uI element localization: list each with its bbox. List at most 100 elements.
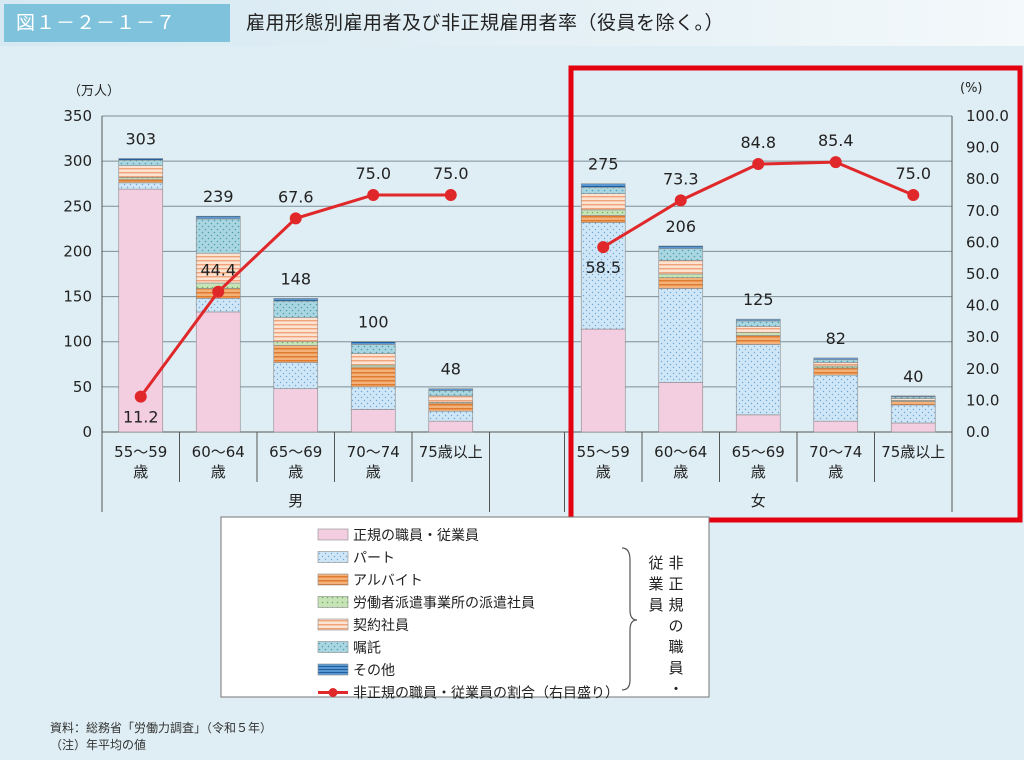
bar-total-label: 82	[826, 329, 846, 348]
bar-total-label: 206	[665, 217, 696, 236]
ratio-label: 11.2	[123, 408, 159, 427]
bar-segment-keiyaku	[350, 353, 396, 366]
y-tick-right: 30.0	[966, 328, 999, 346]
ratio-point	[597, 241, 610, 254]
legend-swatch-part	[317, 551, 349, 563]
bracket-label-char: 正	[668, 575, 683, 593]
bar-total-label: 100	[358, 313, 389, 332]
y-tick-left: 300	[63, 152, 92, 170]
ratio-point	[212, 285, 225, 298]
group-label: 男	[288, 492, 303, 510]
bar-segment-other	[428, 388, 474, 391]
category-label: 55～59	[114, 443, 167, 461]
y-tick-left: 350	[63, 107, 92, 125]
bar-segment-regular	[813, 420, 859, 433]
legend-swatch-other	[317, 663, 349, 676]
y-tick-right: 50.0	[966, 265, 999, 283]
bar-segment-shokutaku	[273, 300, 319, 318]
category-label: 75歳以上	[419, 443, 483, 461]
y-tick-left: 200	[63, 242, 92, 260]
ratio-point	[907, 189, 920, 201]
ratio-label: 75.0	[895, 164, 931, 183]
legend-label: 嘱託	[353, 641, 381, 657]
bar-segment-shokutaku	[118, 159, 164, 166]
bar-segment-other	[735, 318, 781, 322]
bar-segment-shokutaku	[580, 187, 626, 194]
ratio-label: 85.4	[818, 131, 854, 150]
bar-segment-part	[658, 288, 704, 383]
category-label: 70～74	[347, 443, 400, 461]
category-label: 60～64	[192, 443, 245, 461]
bar-segment-arubaito	[890, 401, 936, 406]
y-tick-right: 90.0	[966, 139, 999, 157]
category-label: 70～74	[809, 443, 862, 461]
bracket-label-char: 員	[668, 659, 683, 677]
y-tick-right: 70.0	[966, 202, 999, 220]
bar-segment-part	[118, 182, 164, 190]
legend-bracket	[621, 547, 638, 691]
bracket-label-char: 員	[648, 596, 663, 614]
bar-segment-part	[195, 298, 241, 313]
bar-segment-other	[580, 183, 626, 188]
ratio-point	[674, 194, 687, 207]
bar-segment-part	[580, 222, 626, 330]
legend-swatch-arubaito	[317, 573, 349, 586]
bar-segment-shokutaku	[735, 320, 781, 327]
bar-segment-part	[890, 404, 936, 424]
y-axis-label-left: （万人）	[68, 84, 120, 99]
category-label-suffix: 歳	[211, 463, 226, 481]
bar-segment-keiyaku	[428, 395, 474, 403]
legend-swatch-haken	[317, 596, 349, 608]
bar-segment-other	[118, 158, 164, 161]
bar-total-label: 239	[203, 187, 234, 206]
y-tick-right: 40.0	[966, 297, 999, 315]
bar-segment-keiyaku	[813, 362, 859, 367]
category-label: 75歳以上	[881, 443, 945, 461]
figure-title: 雇用形態別雇用者及び非正規雇用者率（役員を除く。）	[246, 12, 725, 34]
legend-label: 非正規の職員・従業員の割合（右目盛り）	[353, 685, 619, 702]
bar-segment-regular	[195, 311, 241, 433]
group-label: 女	[751, 492, 766, 510]
bar-segment-part	[813, 374, 859, 422]
bar-total-label: 303	[125, 129, 156, 148]
bar-segment-regular	[890, 422, 936, 433]
bar-segment-keiyaku	[273, 317, 319, 343]
bar-segment-regular	[350, 409, 396, 433]
y-axis-label-right: (%)	[960, 81, 983, 96]
ratio-label: 58.5	[585, 258, 621, 277]
bar-segment-haken	[735, 332, 781, 336]
legend-label: 正規の職員・従業員	[353, 528, 479, 544]
ratio-label: 73.3	[663, 169, 699, 188]
y-tick-right: 80.0	[966, 170, 999, 188]
bar-segment-arubaito	[350, 366, 396, 388]
legend-label: 契約社員	[353, 618, 409, 634]
ratio-point	[829, 156, 842, 169]
y-tick-left: 100	[63, 333, 92, 351]
category-label: 65～69	[732, 443, 785, 461]
ratio-label: 84.8	[740, 133, 776, 152]
bar-segment-keiyaku	[118, 165, 164, 178]
bar-segment-regular	[273, 388, 319, 433]
bar-total-label: 40	[903, 367, 923, 386]
bar-segment-shokutaku	[428, 390, 474, 397]
category-label-suffix: 歳	[133, 463, 148, 481]
category-label-suffix: 歳	[828, 463, 843, 481]
category-label-suffix: 歳	[366, 463, 381, 481]
bar-segment-arubaito	[658, 277, 704, 289]
ratio-label: 44.4	[200, 261, 236, 280]
legend-label: パート	[353, 551, 395, 567]
bar-total-label: 125	[743, 290, 774, 309]
legend-label: 労働者派遣事業所の派遣社員	[353, 596, 535, 612]
figure-number: 図１－２－１－７	[4, 4, 230, 42]
bar-segment-keiyaku	[580, 193, 626, 211]
legend-swatch-shokutaku	[317, 641, 349, 653]
bar-segment-haken	[273, 341, 319, 346]
bar-segment-other	[890, 395, 936, 398]
bar-segment-haken	[658, 273, 704, 278]
legend-label: アルバイト	[353, 573, 423, 589]
category-label-suffix: 歳	[751, 463, 766, 481]
bar-segment-part	[735, 344, 781, 416]
bar-segment-other	[658, 245, 704, 250]
bar-segment-haken	[580, 209, 626, 216]
highlight-frame	[568, 65, 1023, 523]
